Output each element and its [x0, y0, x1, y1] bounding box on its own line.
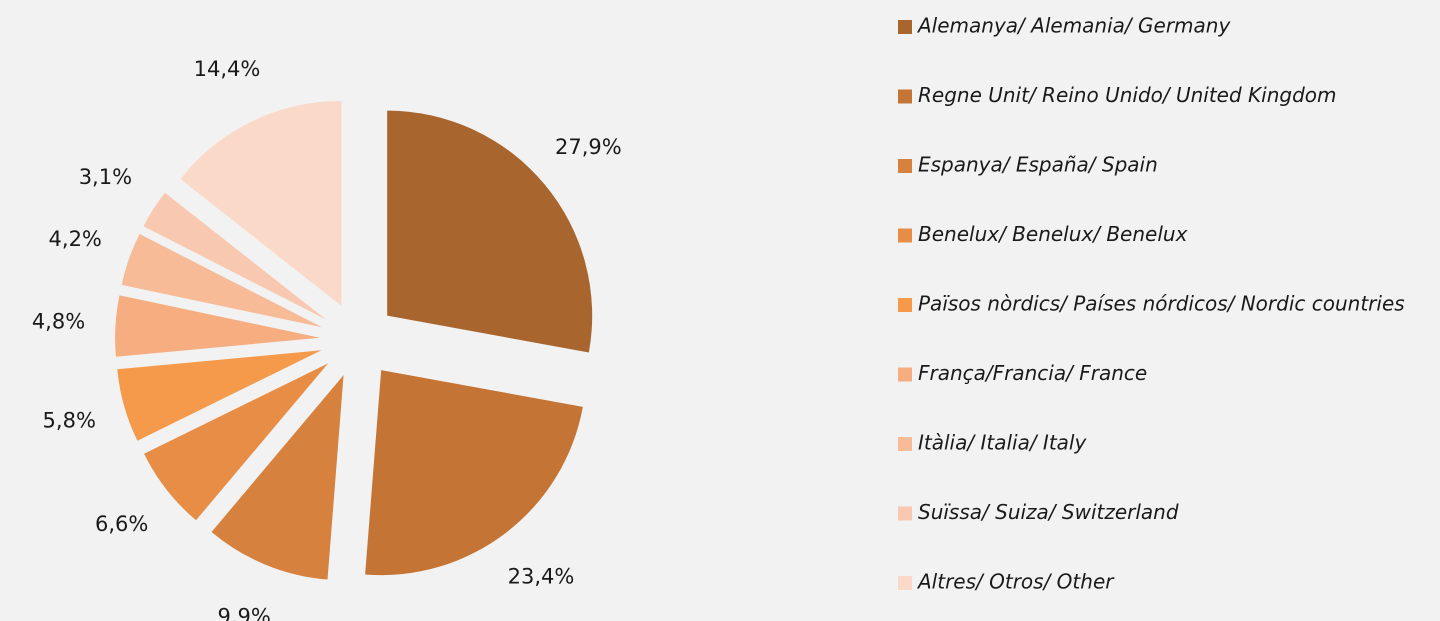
- value-label: 6,6%: [95, 512, 148, 536]
- legend-swatch: [898, 89, 912, 104]
- pie-slice: [365, 370, 583, 576]
- value-label: 5,8%: [43, 408, 96, 432]
- legend-label: Alemanya/ Alemania/ Germany: [916, 14, 1231, 38]
- legend-swatch: [898, 159, 912, 173]
- value-label: 3,1%: [79, 165, 132, 189]
- legend-label: Itàlia/ Italia/ Italy: [918, 431, 1087, 455]
- value-label: 4,2%: [49, 227, 102, 251]
- value-label: 27,9%: [555, 135, 622, 159]
- legend-swatch: [898, 367, 912, 382]
- legend-label: Suïssa/ Suiza/ Switzerland: [918, 500, 1179, 524]
- legend-label: França/Francia/ France: [918, 361, 1147, 385]
- legend-label: Regne Unit/ Reino Unido/ United Kingdom: [918, 83, 1337, 107]
- legend-label: Espanya/ España/ Spain: [918, 153, 1158, 177]
- value-label: 14,4%: [194, 57, 261, 81]
- pie-slice: [180, 100, 342, 306]
- pie-slice: [121, 234, 323, 328]
- legend-swatch: [898, 576, 912, 590]
- value-label: 23,4%: [508, 565, 575, 589]
- pie-slice: [387, 110, 593, 353]
- pie-slice: [211, 375, 344, 580]
- legend-label: Altres/ Otros/ Other: [916, 570, 1115, 594]
- legend-swatch: [898, 437, 912, 451]
- legend-label: Benelux/ Benelux/ Benelux: [918, 222, 1188, 246]
- value-label: 4,8%: [32, 310, 85, 334]
- legend-label: Països nòrdics/ Países nórdicos/ Nordic …: [918, 292, 1405, 316]
- pie-slice: [144, 363, 329, 521]
- legend-swatch: [898, 20, 912, 34]
- legend-swatch: [898, 228, 912, 243]
- legend-swatch: [898, 506, 912, 521]
- legend-swatch: [898, 298, 912, 312]
- value-label: 9,9%: [217, 605, 270, 621]
- pie-slice: [117, 350, 322, 441]
- pie-slice: [115, 295, 321, 357]
- pie-slice: [143, 192, 327, 320]
